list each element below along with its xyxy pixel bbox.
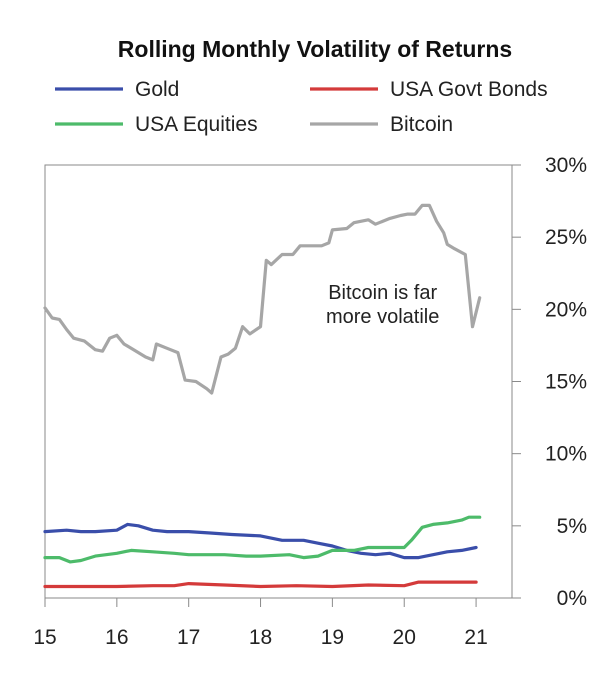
y-tick-label: 20% [545, 298, 587, 321]
y-tick-label: 15% [545, 371, 587, 394]
series-line-usa-govt-bonds [43, 580, 478, 589]
y-tick-label: 0% [557, 587, 587, 610]
legend-label-usa-equities: USA Equities [135, 113, 258, 136]
series-line-bitcoin [43, 203, 482, 395]
y-tick-label: 10% [545, 443, 587, 466]
x-axis: 15 16 17 18 19 20 21 [33, 598, 488, 649]
annotation-line: Bitcoin is far [328, 282, 437, 304]
legend-label-usa-govt-bonds: USA Govt Bonds [390, 78, 548, 101]
chart-title: Rolling Monthly Volatility of Returns [118, 36, 512, 62]
x-tick-label: 19 [321, 626, 344, 649]
x-tick-label: 20 [393, 626, 416, 649]
x-tick-label: 15 [33, 626, 56, 649]
series-lines [43, 203, 482, 589]
y-axis: 0% 5% 10% 15% 20% 25% 30% [512, 154, 587, 610]
annotation-line: more volatile [326, 306, 439, 328]
y-tick-label: 30% [545, 154, 587, 177]
x-tick-label: 17 [177, 626, 200, 649]
legend: Gold USA Govt Bonds USA Equities Bitcoin [55, 78, 548, 136]
legend-label-gold: Gold [135, 78, 179, 101]
x-tick-label: 21 [464, 626, 487, 649]
y-tick-label: 5% [557, 515, 587, 538]
series-line-usa-equities [43, 515, 482, 564]
legend-label-bitcoin: Bitcoin [390, 113, 453, 136]
y-tick-label: 25% [545, 226, 587, 249]
series-line-gold [43, 522, 478, 560]
x-tick-label: 16 [105, 626, 128, 649]
x-tick-label: 18 [249, 626, 272, 649]
